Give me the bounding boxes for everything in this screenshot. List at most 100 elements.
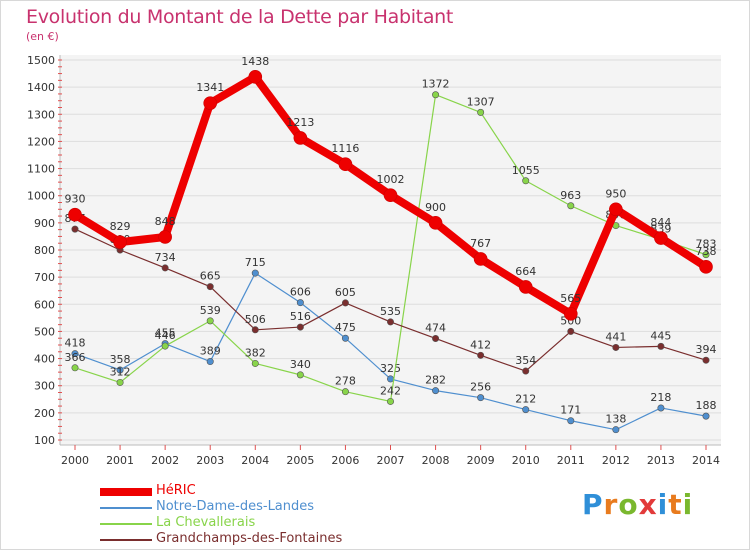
data-point [432, 387, 440, 395]
data-point [341, 299, 349, 307]
data-point [386, 318, 394, 326]
series-segment [566, 205, 620, 318]
data-point [473, 252, 488, 266]
y-tick-label: 1300 [27, 108, 55, 121]
data-point [428, 216, 443, 230]
series-segment [254, 272, 301, 304]
series-segment [341, 160, 395, 200]
data-point [341, 388, 349, 396]
series-segment [344, 391, 392, 403]
data-label: 325 [380, 362, 401, 375]
data-point [702, 356, 710, 364]
data-label: 715 [245, 256, 266, 269]
data-point [158, 230, 172, 244]
data-point [341, 334, 349, 342]
data-point [116, 366, 124, 374]
y-tick-label: 300 [34, 380, 55, 393]
data-label: 445 [650, 329, 671, 342]
data-point [248, 70, 263, 84]
data-label: 1341 [196, 81, 224, 94]
data-label: 844 [650, 216, 671, 229]
data-point [477, 108, 485, 116]
proxiti-logo: Proxiti [582, 488, 693, 521]
series-segment [299, 302, 347, 328]
data-point [612, 426, 620, 434]
data-point [567, 202, 575, 210]
data-point [251, 326, 259, 334]
data-point [657, 342, 665, 350]
data-point [293, 131, 308, 145]
data-label: 1116 [331, 142, 359, 155]
y-tick-label: 1500 [27, 54, 55, 67]
data-label: 446 [155, 329, 176, 342]
data-label: 256 [470, 381, 491, 394]
data-point [522, 406, 530, 414]
data-label: 738 [696, 245, 717, 258]
y-tick-label: 600 [34, 298, 55, 311]
series-segment [344, 302, 392, 323]
data-label: 565 [560, 292, 581, 305]
series-segment [660, 345, 707, 361]
legend-label: Notre-Dame-des-Landes [156, 499, 315, 514]
x-tick-label: 2013 [647, 454, 675, 467]
y-tick-label: 100 [34, 434, 55, 447]
data-label: 950 [605, 187, 626, 200]
y-tick-label: 1100 [27, 163, 55, 176]
data-label: 1307 [467, 95, 495, 108]
series-segment [389, 94, 437, 403]
data-point [699, 260, 713, 274]
data-label: 848 [155, 215, 176, 228]
series-segment [480, 111, 527, 182]
data-point [203, 96, 218, 110]
series-segment [434, 337, 482, 356]
data-point [522, 367, 530, 375]
series-segment [74, 367, 121, 384]
data-point [206, 358, 214, 366]
data-label: 539 [200, 304, 221, 317]
series-segment [164, 343, 211, 363]
series-segment [480, 397, 527, 411]
legend-label: HéRIC [156, 483, 196, 498]
x-tick-label: 2008 [422, 454, 450, 467]
logo-letter: t [668, 488, 683, 521]
data-point [296, 371, 304, 379]
series-segment [570, 420, 617, 431]
series-segment [344, 337, 392, 380]
data-label: 900 [425, 201, 446, 214]
data-label: 366 [65, 351, 86, 364]
data-point [71, 225, 79, 233]
data-label: 340 [290, 358, 311, 371]
logo-letter: i [682, 488, 694, 521]
data-point [657, 404, 665, 412]
data-label: 1055 [512, 164, 540, 177]
data-label: 278 [335, 375, 356, 388]
x-tick-label: 2005 [286, 454, 314, 467]
series-segment [74, 228, 121, 251]
series-segment [660, 407, 707, 417]
legend-label: Grandchamps-des-Fontaines [156, 531, 343, 546]
data-point [113, 235, 127, 249]
logo-letter: x [638, 488, 658, 521]
data-point [612, 343, 620, 351]
series-segment [521, 282, 575, 318]
y-tick-label: 200 [34, 407, 55, 420]
series-segment [431, 218, 485, 263]
series-segment [615, 345, 662, 349]
data-point [206, 317, 214, 325]
data-label: 665 [200, 270, 221, 283]
data-point [68, 207, 82, 222]
series-segment [611, 205, 665, 243]
series-segment [209, 286, 256, 331]
data-point [383, 188, 398, 202]
data-label: 963 [560, 189, 581, 202]
data-label: 734 [155, 251, 176, 264]
data-point [432, 334, 440, 342]
y-tick-label: 800 [34, 244, 55, 257]
series-segment [480, 354, 527, 372]
y-tick-label: 1000 [27, 190, 55, 203]
series-segment [434, 390, 482, 399]
data-label: 389 [200, 345, 221, 358]
data-label: 1213 [286, 116, 314, 129]
data-label: 455 [155, 327, 176, 340]
legend-swatch [100, 539, 152, 541]
